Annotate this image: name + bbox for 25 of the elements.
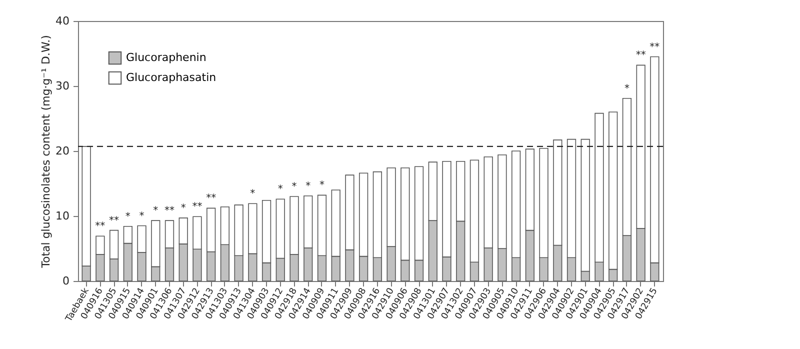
annotation: * bbox=[153, 206, 158, 217]
annotation: ** bbox=[164, 206, 174, 217]
annotation: * bbox=[292, 182, 297, 192]
annotation: ** bbox=[109, 215, 120, 226]
annotation: ** bbox=[206, 193, 216, 204]
y-tick-label: 0 bbox=[62, 274, 70, 288]
annotation: * bbox=[624, 83, 630, 94]
annotation: * bbox=[319, 180, 324, 192]
annotation: * bbox=[125, 211, 130, 222]
annotation: * bbox=[180, 202, 186, 214]
annotation: ** bbox=[192, 202, 202, 213]
annotation: * bbox=[306, 180, 311, 192]
annotation: ** bbox=[95, 221, 106, 232]
y-tick-label: 10 bbox=[56, 210, 70, 222]
y-tick-label: 20 bbox=[56, 144, 70, 158]
legend-label: Glucoraphenin bbox=[126, 51, 206, 64]
legend-label: Glucoraphasatin bbox=[126, 71, 216, 84]
annotation: * bbox=[278, 184, 283, 196]
annotation: ** bbox=[650, 42, 660, 53]
annotation: * bbox=[250, 188, 256, 200]
y-tick-label: 30 bbox=[56, 80, 70, 92]
y-axis-title: Total glucosinolates content (mg·g⁻¹ D.W.) bbox=[40, 35, 53, 269]
annotation: * bbox=[139, 210, 144, 222]
y-tick-label: 40 bbox=[56, 14, 70, 28]
annotation: ** bbox=[636, 50, 646, 62]
